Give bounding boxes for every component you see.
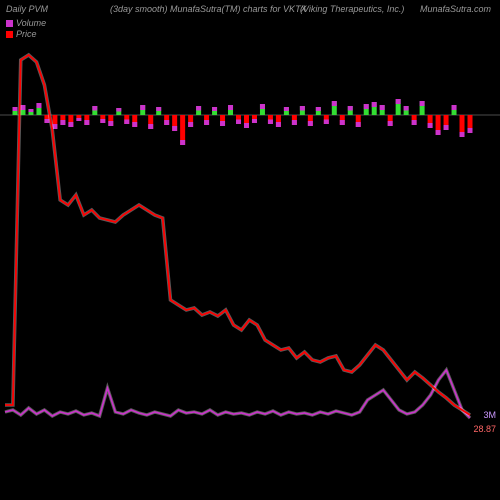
volume-end-label: 3M xyxy=(483,410,496,420)
price-end-label: 28.87 xyxy=(473,424,496,434)
pvm-chart xyxy=(0,0,500,500)
